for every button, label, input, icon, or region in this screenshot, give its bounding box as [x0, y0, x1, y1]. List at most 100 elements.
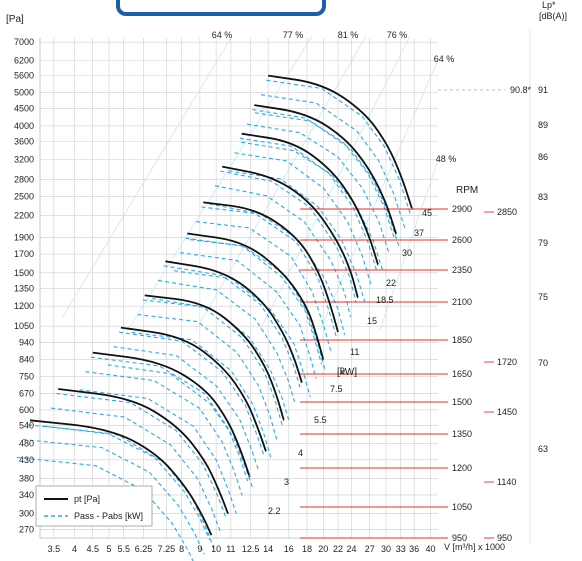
power-curve [16, 456, 194, 561]
y-tick-label: 1500 [14, 268, 34, 278]
x-tick-label: 7.25 [158, 544, 176, 554]
y-tick-label: 540 [19, 421, 34, 431]
rpm-label: 1650 [452, 369, 472, 379]
pressure-curve [144, 294, 285, 422]
power-curve [22, 438, 205, 555]
power-curve [79, 389, 237, 514]
rpm-label: 2350 [452, 265, 472, 275]
pressure-curve [222, 165, 359, 299]
x-tick-label: 9 [197, 544, 202, 554]
efficiency-label: 64 % [434, 54, 455, 64]
power-curve [266, 79, 411, 214]
power-label: 2.2 [268, 506, 281, 516]
power-curve [56, 393, 227, 519]
rpm-label: 1200 [452, 463, 472, 473]
rpm-header: RPM [456, 185, 478, 196]
power-label: 4 [298, 448, 303, 458]
power-curve [113, 346, 260, 471]
power-curve [228, 170, 366, 303]
power-curve [180, 252, 317, 379]
power-label: 37 [414, 228, 424, 238]
legend-label-power: Pass - Pabs [kW] [74, 511, 143, 521]
power-label: 22 [386, 278, 396, 288]
x-tick-label: 6.25 [135, 544, 153, 554]
power-label: 5.5 [314, 415, 327, 425]
y-tick-label: 1900 [14, 232, 34, 242]
x-tick-label: 33 [396, 544, 406, 554]
y-tick-label: 4500 [14, 103, 34, 113]
header-tab-frame [116, 0, 326, 16]
x-tick-label: 5 [106, 544, 111, 554]
rpm-alt-label: 1450 [497, 407, 517, 417]
x-tick-label: 12.5 [242, 544, 260, 554]
lp-value: 70 [538, 358, 548, 368]
power-unit: [kW] [337, 367, 357, 378]
lp-value: 75 [538, 292, 548, 302]
rpm-alt-label: 950 [497, 533, 512, 543]
legend-label-pt: pt [Pa] [74, 494, 100, 504]
rpm-label: 1500 [452, 397, 472, 407]
power-label: 45 [422, 208, 432, 218]
y-tick-label: 2800 [14, 174, 34, 184]
rpm-label: 2900 [452, 204, 472, 214]
lp-value: 86 [538, 152, 548, 162]
lp-value: 79 [538, 238, 548, 248]
x-tick-label: 3.5 [48, 544, 61, 554]
x-tick-label: 27 [365, 544, 375, 554]
pressure-curve [254, 104, 397, 235]
power-curve [50, 407, 222, 533]
power-curve [214, 185, 352, 317]
x-tick-label: 11 [226, 544, 235, 554]
x-tick-label: 22 [333, 544, 343, 554]
pressure-curve [203, 201, 339, 333]
lp-marker-label: 90.8* [510, 85, 532, 95]
power-label: 18.5 [376, 295, 394, 305]
y-tick-label: 5000 [14, 88, 34, 98]
x-tick-label: 36 [409, 544, 419, 554]
y-tick-label: 430 [19, 455, 34, 465]
rpm-label: 2600 [452, 235, 472, 245]
power-curve [220, 170, 357, 303]
power-curve [131, 331, 272, 458]
power-curve [234, 152, 372, 285]
power-curve [44, 425, 216, 552]
y-tick-label: 3600 [14, 137, 34, 147]
y-tick-label: 940 [19, 338, 34, 348]
y-tick-label: 7000 [14, 37, 34, 47]
y-tick-label: 1200 [14, 301, 34, 311]
lp-value: 63 [538, 444, 548, 454]
power-curve [241, 141, 384, 271]
x-tick-label: 14 [263, 544, 273, 554]
power-label: 15 [367, 316, 377, 326]
efficiency-label: 64 % [212, 30, 233, 40]
x-tick-label: 16 [284, 544, 294, 554]
x-tick-label: 10 [211, 544, 221, 554]
rpm-alt-label: 2850 [497, 207, 517, 217]
efficiency-lines [61, 35, 439, 331]
system-line [127, 35, 313, 331]
rpm-lines [300, 89, 505, 539]
y-tick-label: 480 [19, 438, 34, 448]
y-tick-label: 3200 [14, 154, 34, 164]
rpm-alt-label: 1720 [497, 357, 517, 367]
pressure-curve [58, 388, 229, 514]
power-curve [28, 424, 211, 540]
pressure-curve [29, 419, 213, 536]
x-tick-label: 8 [179, 544, 184, 554]
power-curve [158, 279, 296, 402]
pressure-curve [120, 326, 267, 452]
y-tick-label: 6200 [14, 55, 34, 65]
y-tick-label: 340 [19, 490, 34, 500]
y-axis-unit: [Pa] [6, 14, 24, 25]
legend: pt [Pa] Pass - Pabs [kW] [35, 485, 153, 527]
y-tick-label: 5600 [14, 71, 34, 81]
power-curve [201, 206, 337, 337]
power-curve [85, 371, 243, 496]
x-axis-label: V [m³/h] x 1000 [444, 542, 505, 552]
efficiency-label: 76 % [387, 30, 408, 40]
efficiency-label: 77 % [283, 30, 304, 40]
y-tick-label: 670 [19, 388, 34, 398]
y-tick-label: 1050 [14, 321, 34, 331]
x-tick-label: 4 [72, 544, 77, 554]
pressure-curve [241, 132, 379, 266]
